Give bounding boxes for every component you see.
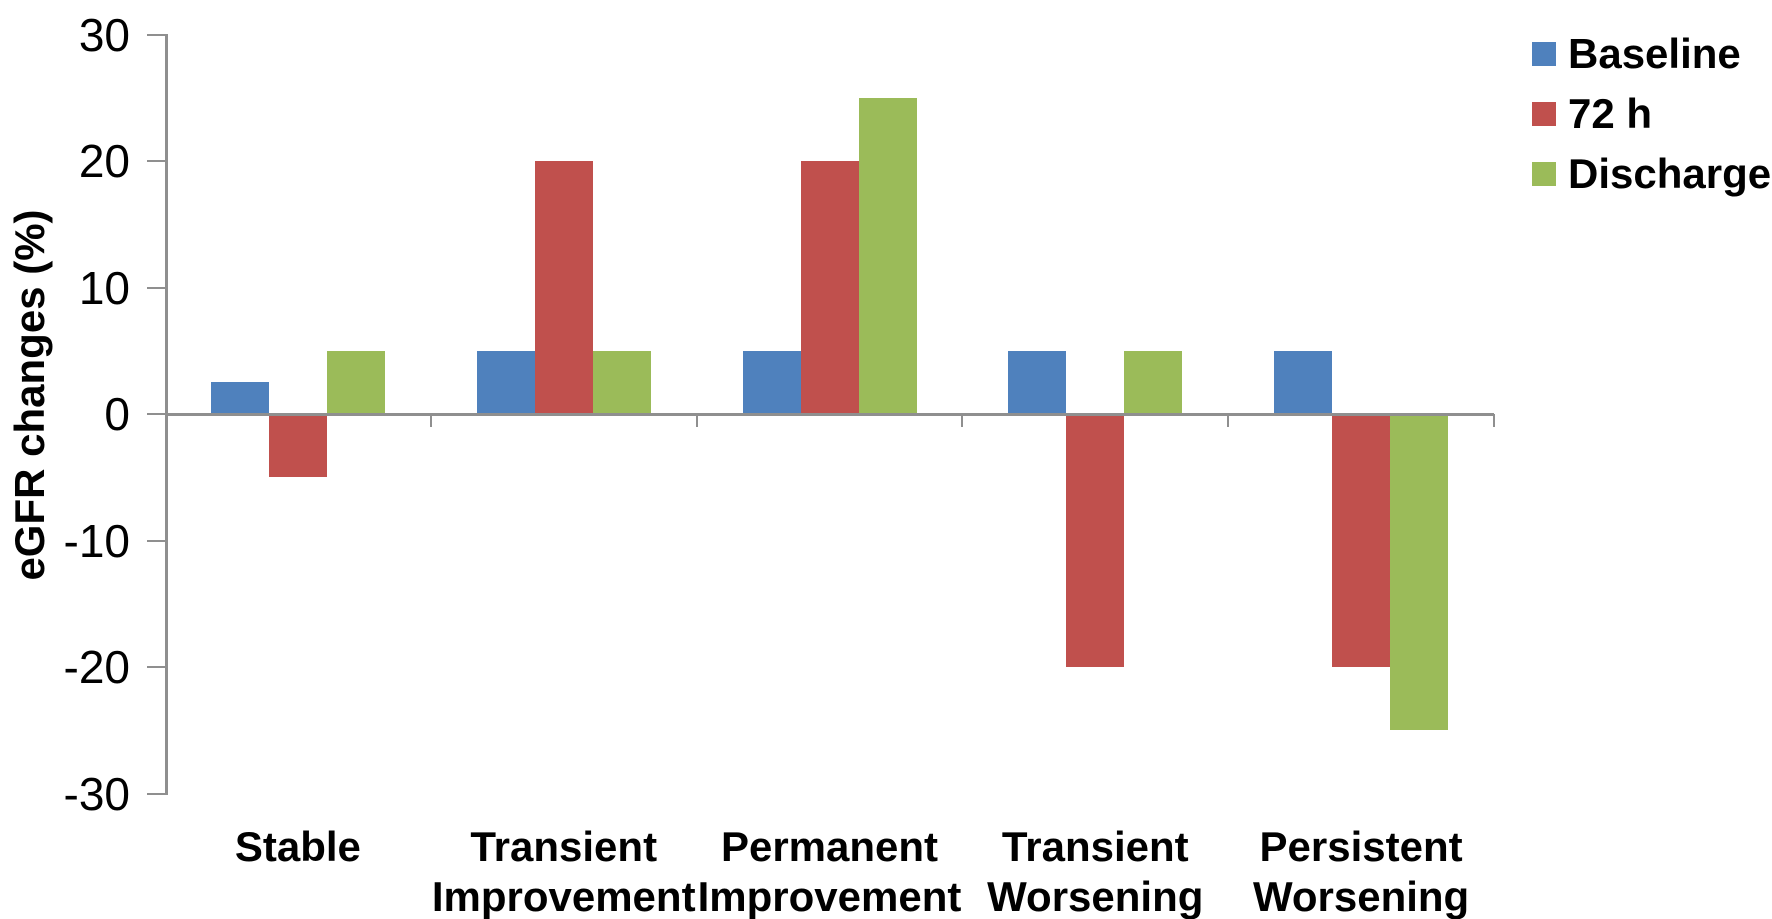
legend-swatch-72-h bbox=[1532, 102, 1556, 126]
legend-item-72-h: 72 h bbox=[1532, 84, 1771, 144]
y-tick-mark-30 bbox=[147, 33, 165, 36]
y-tick-label-30: 30 bbox=[78, 8, 130, 61]
x-label-line: Persistent bbox=[1259, 823, 1463, 870]
y-tick-label-0: 0 bbox=[104, 388, 130, 440]
y-tick-mark-10 bbox=[147, 286, 165, 289]
y-tick-mark-0 bbox=[147, 413, 165, 415]
bar-72-h-transient-worsening bbox=[1066, 414, 1125, 667]
x-label-transient-improvement: Transient Improvement bbox=[431, 822, 697, 919]
y-tick-label--30: -30 bbox=[63, 767, 130, 820]
legend: Baseline 72 h Discharge bbox=[1532, 24, 1771, 204]
y-tick-mark--20 bbox=[147, 666, 165, 668]
x-axis-line bbox=[165, 413, 1494, 416]
x-label-line: Transient bbox=[1001, 823, 1189, 870]
x-tick-mark-1 bbox=[429, 414, 432, 427]
bar-baseline-persistent-worsening bbox=[1274, 350, 1333, 414]
x-label-transient-worsening: Transient Worsening bbox=[962, 822, 1228, 919]
y-tick-label--20: -20 bbox=[63, 641, 130, 693]
bar-baseline-permanent-improvement bbox=[742, 350, 801, 414]
x-label-line: Improvement bbox=[431, 873, 696, 919]
y-tick-mark--30 bbox=[147, 792, 165, 795]
x-label-permanent-improvement: Permanent Improvement bbox=[697, 822, 963, 919]
legend-label-72-h: 72 h bbox=[1568, 90, 1653, 137]
y-tick-label-10: 10 bbox=[78, 261, 130, 314]
x-label-line: Transient bbox=[470, 823, 658, 870]
legend-label-discharge: Discharge bbox=[1568, 150, 1772, 197]
bar-72-h-permanent-improvement bbox=[800, 161, 859, 414]
bar-discharge-permanent-improvement bbox=[858, 97, 917, 414]
bar-72-h-stable bbox=[269, 414, 327, 478]
x-label-line: Improvement bbox=[697, 873, 962, 919]
x-tick-mark-3 bbox=[961, 414, 964, 427]
legend-item-baseline: Baseline bbox=[1532, 24, 1771, 84]
bar-discharge-persistent-worsening bbox=[1390, 414, 1449, 731]
x-label-stable: Stable bbox=[165, 822, 431, 872]
x-tick-mark-2 bbox=[695, 414, 698, 427]
bar-discharge-stable bbox=[327, 350, 385, 414]
bar-discharge-transient-worsening bbox=[1124, 350, 1183, 414]
x-tick-mark-5 bbox=[1493, 414, 1495, 427]
y-tick-label--10: -10 bbox=[63, 514, 130, 567]
x-label-line: Worsening bbox=[987, 873, 1204, 919]
y-tick-mark--10 bbox=[147, 539, 165, 542]
bar-72-h-persistent-worsening bbox=[1332, 414, 1391, 667]
legend-item-discharge: Discharge bbox=[1532, 144, 1771, 204]
x-label-line: Stable bbox=[234, 823, 361, 870]
bar-discharge-transient-improvement bbox=[592, 350, 651, 414]
x-label-line: Worsening bbox=[1252, 873, 1470, 919]
x-tick-mark-4 bbox=[1227, 414, 1230, 427]
bar-72-h-transient-improvement bbox=[534, 161, 593, 414]
x-label-persistent-worsening: Persistent Worsening bbox=[1228, 822, 1494, 919]
bar-baseline-transient-worsening bbox=[1008, 350, 1067, 414]
legend-label-baseline: Baseline bbox=[1568, 30, 1741, 77]
legend-swatch-baseline bbox=[1532, 42, 1556, 66]
y-tick-mark-20 bbox=[147, 160, 165, 162]
y-tick-label-20: 20 bbox=[78, 135, 130, 187]
bar-baseline-stable bbox=[211, 382, 269, 414]
x-label-line: Permanent bbox=[720, 823, 939, 870]
bar-baseline-transient-improvement bbox=[476, 350, 535, 414]
legend-swatch-discharge bbox=[1532, 162, 1556, 186]
